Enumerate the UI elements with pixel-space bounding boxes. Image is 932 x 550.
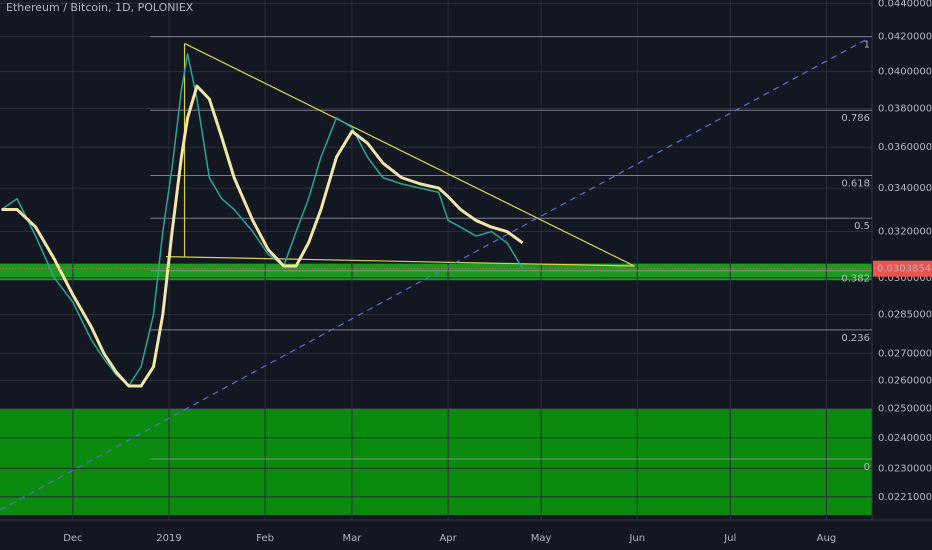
fib-label: 0.618 [841,179,870,190]
last-price-box [873,260,932,277]
price-line [1,53,524,387]
x-tick-label: Jun [628,533,645,544]
fib-label: 0.5 [854,221,870,232]
fib-label: 1 [864,40,870,51]
support-zone [0,263,872,281]
x-tick-label: May [531,533,552,544]
x-tick-label: Jul [723,533,736,544]
y-tick-label: 0.02210000 [878,492,932,503]
x-tick-label: Feb [256,533,274,544]
x-tick-label: 2019 [156,533,181,544]
support-zone [0,408,872,515]
moving-average [1,84,524,388]
x-tick-label: Apr [439,533,457,544]
last-price-label: 0.03038543 [877,264,932,275]
fib-label: 0.786 [841,113,870,124]
x-tick-label: Dec [63,533,82,544]
fib-label: 0.382 [841,274,870,285]
fib-label: 0.236 [841,333,870,344]
trendline [165,256,635,267]
x-tick-label: Aug [817,533,837,544]
fib-label: 0 [864,462,870,473]
chart-title: Ethereum / Bitcoin, 1D, POLONIEX [6,1,194,14]
x-tick-label: Mar [343,533,363,544]
trendline [184,42,635,267]
